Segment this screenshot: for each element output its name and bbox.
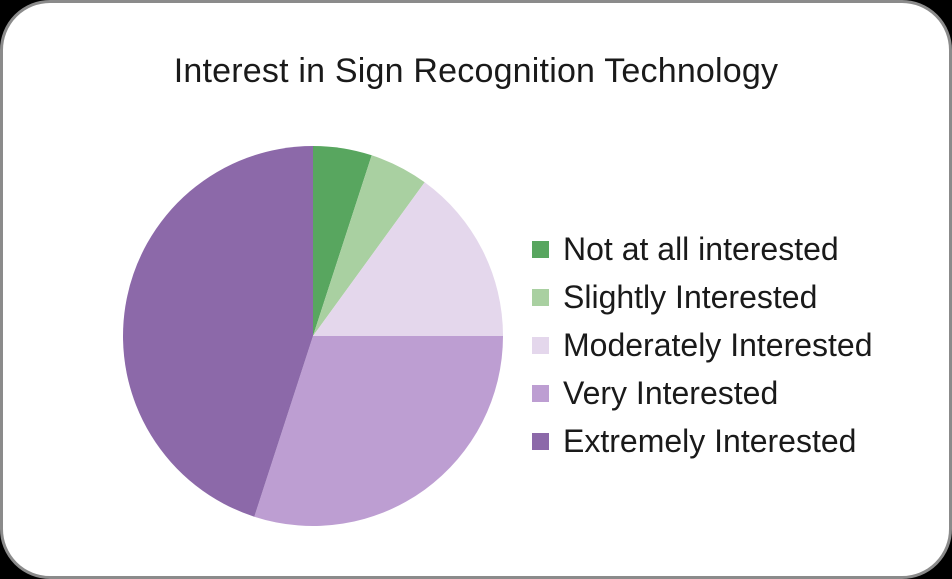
chart-title: Interest in Sign Recognition Technology <box>173 52 779 90</box>
pie-slice-1 <box>313 146 372 336</box>
pie-chart <box>123 146 503 526</box>
pie-slice-5 <box>123 146 313 517</box>
legend-item: Not at all interested <box>532 225 873 273</box>
legend-label: Extremely Interested <box>563 423 857 459</box>
legend-swatch-icon <box>532 432 549 450</box>
legend-item: Slightly Interested <box>532 273 873 321</box>
legend-item: Very Interested <box>532 369 873 417</box>
chart-legend: Not at all interested Slightly Interested… <box>532 225 873 465</box>
legend-swatch-icon <box>532 336 549 354</box>
legend-label: Moderately Interested <box>563 327 873 363</box>
legend-label: Very Interested <box>563 375 779 411</box>
pie-slice-2 <box>313 155 425 336</box>
legend-item: Extremely Interested <box>532 417 873 465</box>
pie-slice-3 <box>313 182 503 336</box>
legend-swatch-icon <box>532 288 549 306</box>
legend-swatch-icon <box>532 384 549 402</box>
legend-label: Not at all interested <box>563 231 839 267</box>
pie-slice-4 <box>254 336 503 526</box>
legend-item: Moderately Interested <box>532 321 873 369</box>
legend-label: Slightly Interested <box>563 279 818 315</box>
legend-swatch-icon <box>532 240 549 258</box>
